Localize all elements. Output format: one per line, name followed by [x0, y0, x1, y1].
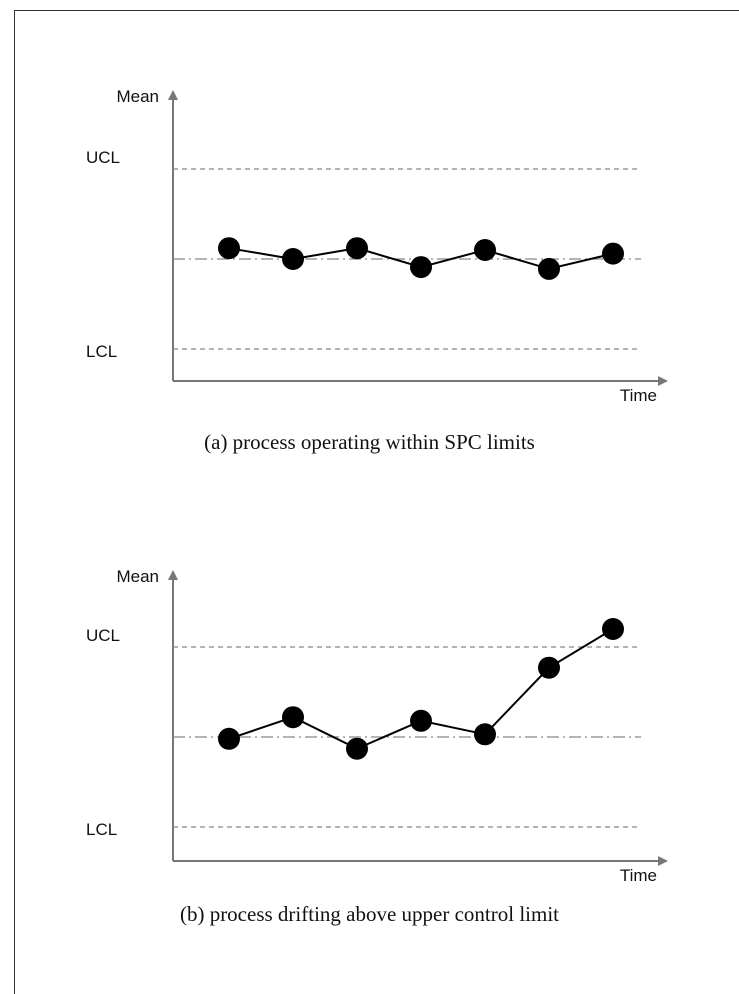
y-axis-arrow [168, 570, 178, 580]
x-axis-arrow [658, 856, 668, 866]
y-axis-label: Mean [116, 87, 159, 106]
data-point-5 [474, 723, 496, 746]
x-axis-label: Time [620, 866, 657, 885]
chart-panel-b: Mean Time UCL LCL [0, 480, 739, 994]
control-chart-a: Mean Time UCL LCL [86, 87, 668, 405]
data-point-3 [346, 237, 368, 260]
x-axis-arrow [658, 376, 668, 386]
data-point-6 [538, 257, 560, 280]
data-point-3 [346, 737, 368, 760]
figure-frame [14, 10, 739, 994]
data-point-6 [538, 656, 560, 679]
control-chart-b: Mean Time UCL LCL [86, 567, 668, 885]
lcl-label: LCL [86, 820, 117, 839]
caption-a: (a) process operating within SPC limits [204, 430, 535, 454]
data-point-2 [282, 248, 304, 270]
y-axis-label: Mean [116, 567, 159, 586]
ucl-label: UCL [86, 148, 120, 167]
chart-panel-a: Mean Time UCL LCL [0, 0, 739, 480]
data-point-7 [602, 618, 624, 640]
data-point-7 [602, 242, 624, 265]
data-point-1 [218, 727, 240, 750]
data-point-1 [218, 237, 240, 260]
y-axis-arrow [168, 90, 178, 100]
ucl-label: UCL [86, 626, 120, 645]
data-point-2 [282, 706, 304, 729]
data-point-4 [410, 709, 432, 732]
data-point-4 [410, 256, 432, 279]
data-point-5 [474, 239, 496, 261]
caption-b: (b) process drifting above upper control… [179, 902, 560, 926]
lcl-label: LCL [86, 342, 117, 361]
x-axis-label: Time [620, 386, 657, 405]
